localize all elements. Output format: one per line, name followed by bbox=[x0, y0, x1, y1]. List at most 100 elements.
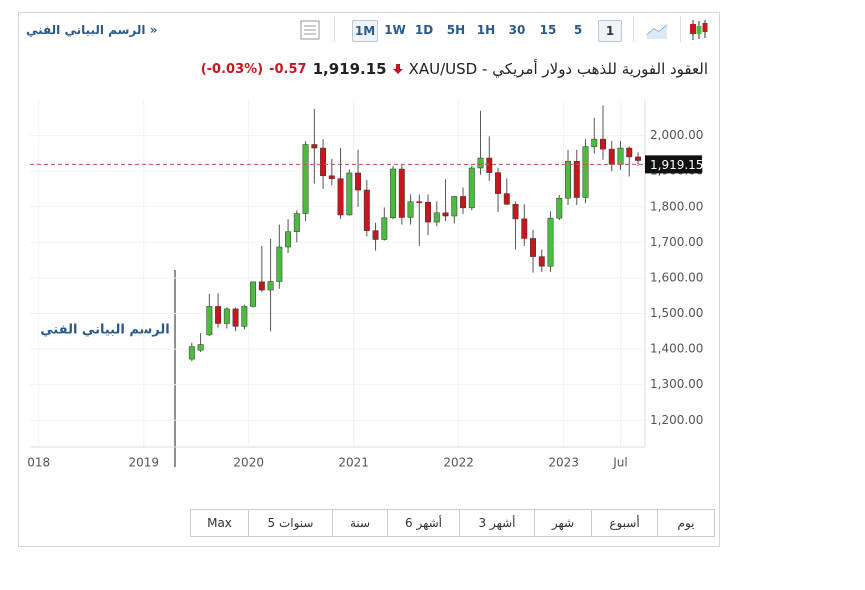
candle-body bbox=[425, 201, 432, 223]
candle-body bbox=[530, 238, 536, 257]
candle-body bbox=[328, 175, 335, 179]
price-tag-label: 1,919.15 bbox=[650, 158, 703, 172]
candle-body bbox=[188, 346, 195, 360]
widget bbox=[18, 12, 720, 547]
candle-body bbox=[600, 138, 606, 150]
candle-body bbox=[363, 189, 370, 231]
y-tick-label: 1,300.00 bbox=[650, 377, 703, 391]
candle-body bbox=[495, 172, 501, 194]
range-button[interactable]: 6 أشهر bbox=[387, 510, 459, 536]
candle-body bbox=[223, 308, 230, 324]
candle-body bbox=[285, 231, 292, 248]
x-tick-label: Jul bbox=[612, 456, 627, 470]
candle-icon[interactable] bbox=[688, 18, 710, 42]
candle-body bbox=[372, 230, 379, 240]
candle-body bbox=[442, 212, 449, 217]
line-chart-icon[interactable] bbox=[646, 20, 668, 40]
header: (-0.03%) -0.57 1,919.15 XAU/USD - العقود… bbox=[201, 60, 708, 78]
interval-button[interactable]: 5 bbox=[573, 23, 583, 37]
candle-body bbox=[468, 167, 475, 209]
candle-body bbox=[355, 172, 362, 191]
x-tick-label: 2020 bbox=[233, 456, 264, 470]
candle-body bbox=[346, 172, 353, 216]
x-tick-label: 2022 bbox=[443, 456, 474, 470]
range-button[interactable]: يوم bbox=[657, 510, 714, 536]
candle-body bbox=[302, 144, 309, 214]
candle-body bbox=[250, 281, 257, 307]
y-tick-label: 1,800.00 bbox=[650, 199, 703, 213]
table-icon[interactable] bbox=[300, 20, 320, 40]
candle-body bbox=[521, 218, 528, 239]
candle-body bbox=[267, 281, 274, 291]
candle-body bbox=[232, 308, 239, 327]
count-button[interactable]: 1 bbox=[598, 20, 622, 42]
range-selector: Max 5 سنوات سنة 6 أشهر 3 أشهر شهر أسبوع يوم bbox=[190, 509, 715, 537]
candle-body bbox=[591, 138, 598, 147]
interval-button[interactable]: 15 bbox=[539, 23, 557, 37]
range-button[interactable]: شهر bbox=[534, 510, 591, 536]
candle-body bbox=[407, 201, 414, 218]
y-tick-label: 1,400.00 bbox=[650, 342, 703, 356]
range-button[interactable]: سنة bbox=[332, 510, 387, 536]
x-tick-label: 2023 bbox=[548, 456, 579, 470]
candle-body bbox=[617, 147, 624, 165]
candle-body bbox=[416, 201, 423, 204]
x-tick-label: 2021 bbox=[338, 456, 369, 470]
candle-body bbox=[433, 212, 440, 223]
range-button[interactable]: أسبوع bbox=[591, 510, 657, 536]
y-tick-label: 1,600.00 bbox=[650, 270, 703, 284]
candle-body bbox=[556, 197, 563, 219]
candle-body bbox=[276, 246, 283, 282]
candle-body bbox=[215, 306, 222, 324]
interval-button[interactable]: 5H bbox=[446, 23, 466, 37]
watermark: الرسم البياني الفني bbox=[40, 323, 169, 338]
interval-button[interactable]: 1D bbox=[414, 23, 434, 37]
candle-body bbox=[293, 213, 300, 232]
candle-body bbox=[547, 217, 554, 267]
candle-body bbox=[258, 281, 265, 291]
candle-body bbox=[512, 204, 519, 220]
range-button[interactable]: 5 سنوات bbox=[248, 510, 332, 536]
range-button[interactable]: Max bbox=[207, 516, 232, 530]
candle-body bbox=[197, 344, 204, 351]
x-tick-label: 2019 bbox=[128, 456, 159, 470]
y-tick-label: 1,700.00 bbox=[650, 235, 703, 249]
interval-button[interactable]: 1H bbox=[476, 23, 496, 37]
price: 1,919.15 bbox=[312, 60, 387, 78]
interval-button[interactable]: 1W bbox=[384, 23, 406, 37]
candle-body bbox=[503, 193, 510, 205]
interval-button[interactable]: 1M bbox=[352, 20, 378, 42]
candle-body bbox=[398, 168, 405, 218]
x-tick-label: 018 bbox=[27, 456, 50, 470]
y-tick-label: 1,500.00 bbox=[650, 306, 703, 320]
toolbar-title[interactable]: الرسم البياني الفني » bbox=[26, 23, 158, 37]
candle-body bbox=[626, 147, 633, 158]
candle-body bbox=[635, 156, 641, 161]
chart-title: XAU/USD - العقود الفورية للذهب دولار أمر… bbox=[408, 60, 708, 78]
candle-body bbox=[320, 147, 327, 177]
y-tick-label: 2,000.00 bbox=[650, 128, 703, 142]
price-tag bbox=[645, 155, 702, 174]
candle-body bbox=[390, 168, 397, 219]
chart: الرسم البياني الفني 1,200.00 1,300.00 1,40… bbox=[27, 100, 703, 470]
y-tick-label: 1,200.00 bbox=[650, 413, 703, 427]
interval-button[interactable]: 30 bbox=[508, 23, 526, 37]
candle-body bbox=[477, 157, 484, 169]
candle-body bbox=[241, 306, 248, 327]
candle-body bbox=[381, 217, 388, 240]
change: -0.57 bbox=[269, 61, 307, 77]
candle-body bbox=[337, 178, 344, 216]
candle-body bbox=[608, 148, 615, 165]
candle-body bbox=[206, 306, 213, 336]
candle-body bbox=[565, 160, 571, 199]
candle-body bbox=[486, 157, 493, 173]
down-arrow bbox=[392, 64, 403, 74]
change-percent: (-0.03%) bbox=[200, 61, 264, 77]
candle-body bbox=[573, 160, 580, 198]
range-button[interactable]: 3 أشهر bbox=[459, 510, 534, 536]
candle-body bbox=[538, 256, 545, 267]
candle-body bbox=[460, 196, 466, 209]
candle-body bbox=[311, 144, 318, 149]
candle-body bbox=[582, 146, 589, 198]
